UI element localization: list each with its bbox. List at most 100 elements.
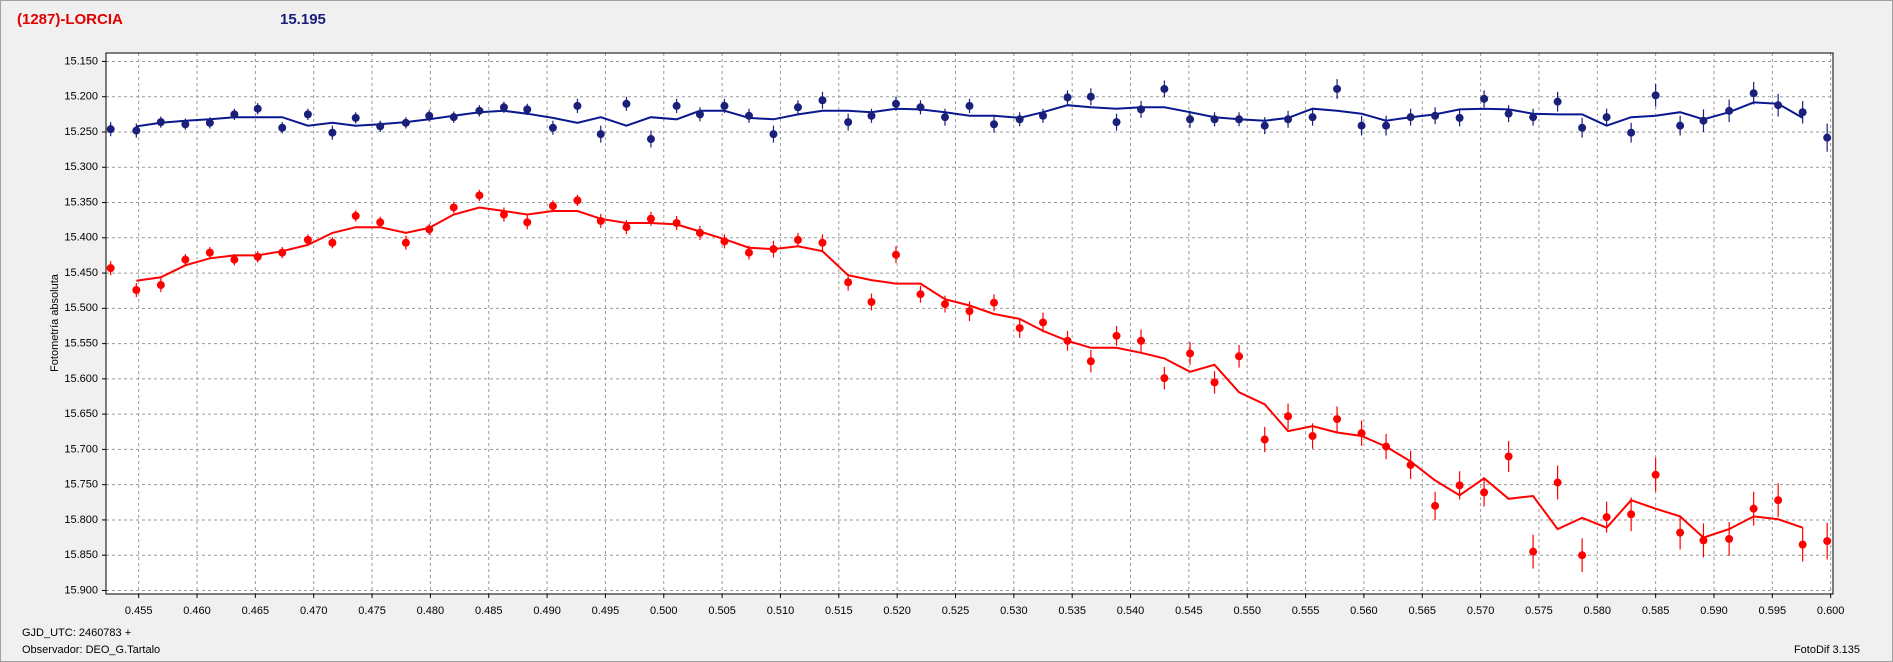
x-tick-label: 0.530 bbox=[1000, 605, 1028, 617]
data-point bbox=[1823, 133, 1832, 142]
data-point bbox=[523, 218, 532, 227]
data-point bbox=[253, 252, 262, 261]
data-point bbox=[475, 106, 484, 115]
data-point bbox=[596, 130, 605, 139]
data-point bbox=[769, 245, 778, 254]
data-point bbox=[622, 99, 631, 108]
x-tick-label: 0.495 bbox=[592, 605, 620, 617]
y-tick-label: 15.600 bbox=[64, 373, 98, 385]
data-point bbox=[156, 281, 165, 290]
data-point bbox=[1627, 128, 1636, 137]
data-point bbox=[916, 103, 925, 112]
y-tick-label: 15.200 bbox=[64, 91, 98, 103]
data-point bbox=[1480, 488, 1489, 497]
data-point bbox=[965, 101, 974, 110]
data-point bbox=[622, 223, 631, 232]
data-point bbox=[351, 211, 360, 220]
data-point bbox=[1504, 109, 1513, 118]
x-tick-label: 0.520 bbox=[883, 605, 911, 617]
data-point bbox=[1553, 478, 1562, 487]
data-point bbox=[646, 135, 655, 144]
data-point bbox=[303, 110, 312, 119]
data-point bbox=[548, 123, 557, 132]
data-point bbox=[1455, 113, 1464, 122]
data-point bbox=[672, 101, 681, 110]
x-tick-label: 0.560 bbox=[1350, 605, 1378, 617]
x-tick-label: 0.555 bbox=[1292, 605, 1320, 617]
data-point bbox=[132, 285, 141, 294]
data-point bbox=[1160, 374, 1169, 383]
data-point bbox=[1235, 352, 1244, 361]
data-point bbox=[646, 214, 655, 223]
y-tick-label: 15.650 bbox=[64, 408, 98, 420]
data-point bbox=[1260, 435, 1269, 444]
data-point bbox=[230, 255, 239, 264]
data-point bbox=[1015, 115, 1024, 124]
data-point bbox=[401, 118, 410, 127]
data-point bbox=[181, 255, 190, 264]
data-point bbox=[106, 125, 115, 134]
x-tick-label: 0.515 bbox=[825, 605, 853, 617]
y-axis-label: Fotometría absoluta bbox=[49, 273, 61, 372]
data-point bbox=[1382, 442, 1391, 451]
data-point bbox=[720, 237, 729, 246]
data-point bbox=[1112, 331, 1121, 340]
data-point bbox=[1529, 113, 1538, 122]
data-point bbox=[106, 264, 115, 273]
x-tick-label: 0.570 bbox=[1467, 605, 1495, 617]
data-point bbox=[499, 103, 508, 112]
data-point bbox=[867, 111, 876, 120]
x-tick-label: 0.510 bbox=[767, 605, 795, 617]
data-point bbox=[793, 235, 802, 244]
y-tick-label: 15.450 bbox=[64, 267, 98, 279]
data-point bbox=[425, 225, 434, 234]
data-point bbox=[523, 105, 532, 114]
data-point bbox=[1553, 97, 1562, 106]
data-point bbox=[351, 113, 360, 122]
footer-date: GJD_UTC: 2460783 + bbox=[22, 627, 131, 639]
data-point bbox=[1186, 349, 1195, 358]
data-point bbox=[1039, 318, 1048, 327]
x-tick-label: 0.455 bbox=[125, 605, 153, 617]
data-point bbox=[891, 250, 900, 259]
data-point bbox=[1406, 113, 1415, 122]
data-point bbox=[401, 238, 410, 247]
data-point bbox=[596, 216, 605, 225]
y-tick-label: 15.850 bbox=[64, 549, 98, 561]
data-point bbox=[1798, 540, 1807, 549]
data-point bbox=[1627, 510, 1636, 519]
data-point bbox=[1699, 116, 1708, 125]
data-point bbox=[818, 238, 827, 247]
data-point bbox=[1699, 536, 1708, 545]
data-point bbox=[1504, 452, 1513, 461]
data-point bbox=[1774, 101, 1783, 110]
data-point bbox=[1823, 537, 1832, 546]
x-tick-label: 0.585 bbox=[1642, 605, 1670, 617]
data-point bbox=[1308, 432, 1317, 441]
data-point bbox=[1480, 94, 1489, 103]
data-point bbox=[156, 118, 165, 127]
x-tick-label: 0.485 bbox=[475, 605, 503, 617]
data-point bbox=[205, 118, 214, 127]
data-point bbox=[1308, 113, 1317, 122]
x-tick-label: 0.575 bbox=[1525, 605, 1553, 617]
data-point bbox=[1431, 111, 1440, 120]
chart-title: (1287)-LORCIA bbox=[17, 11, 123, 28]
data-point bbox=[1382, 121, 1391, 130]
data-point bbox=[475, 191, 484, 200]
y-tick-label: 15.500 bbox=[64, 302, 98, 314]
data-point bbox=[1112, 118, 1121, 127]
data-point bbox=[1333, 415, 1342, 424]
data-point bbox=[1725, 106, 1734, 115]
data-point bbox=[1798, 108, 1807, 117]
data-point bbox=[1260, 121, 1269, 130]
data-point bbox=[1137, 336, 1146, 345]
data-point bbox=[253, 104, 262, 113]
data-point bbox=[303, 235, 312, 244]
data-point bbox=[1063, 336, 1072, 345]
x-tick-label: 0.535 bbox=[1058, 605, 1086, 617]
data-point bbox=[181, 120, 190, 129]
y-tick-label: 15.900 bbox=[64, 584, 98, 596]
x-tick-label: 0.545 bbox=[1175, 605, 1203, 617]
data-point bbox=[1725, 534, 1734, 543]
